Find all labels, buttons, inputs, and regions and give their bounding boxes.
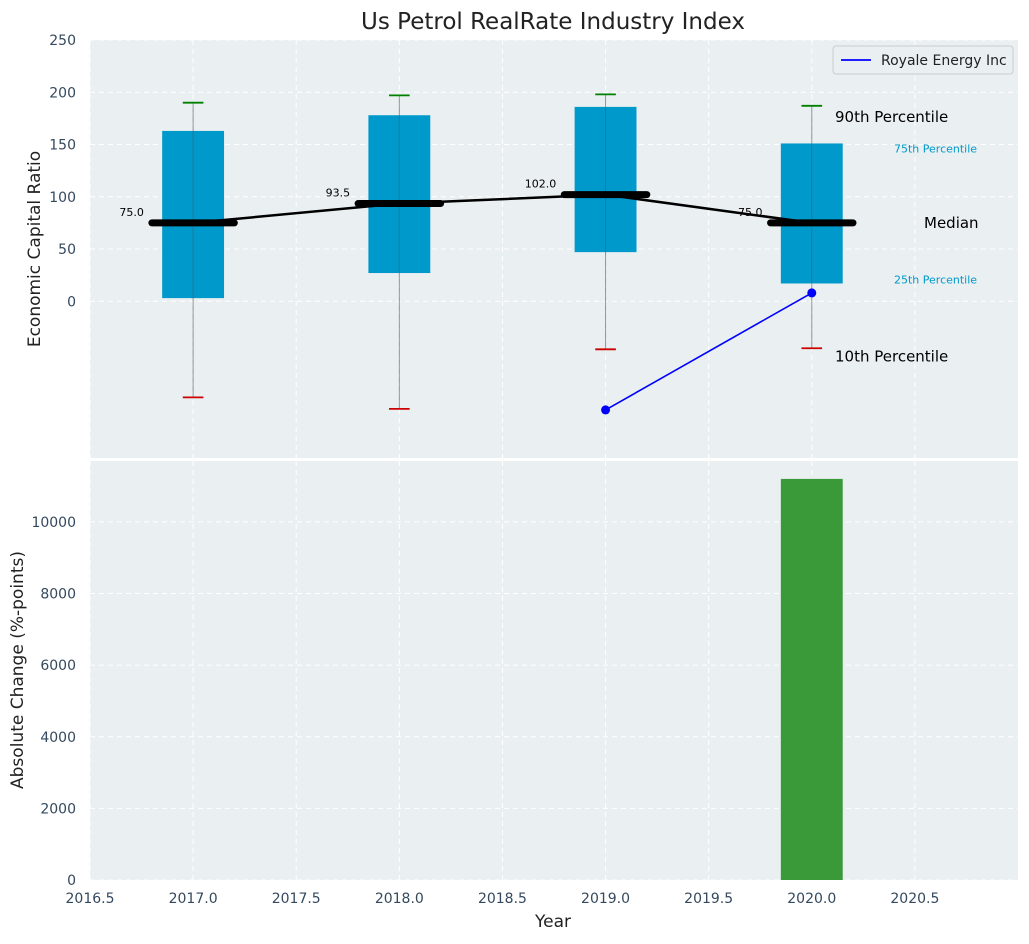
annotation-90th-percentile: 90th Percentile (835, 108, 948, 126)
x-tick-label: 2017.0 (169, 891, 218, 907)
median-value-label: 93.5 (326, 187, 351, 200)
top-y-tick-label: 250 (49, 33, 76, 49)
top-y-tick-label: 200 (49, 85, 76, 101)
x-tick-label: 2019.0 (581, 891, 630, 907)
annotation-25th-percentile: 25th Percentile (894, 273, 977, 286)
x-tick-label: 2020.0 (787, 891, 836, 907)
bar-2020 (780, 478, 843, 880)
bottom-panel: 0 2000 4000 6000 8000 10000 2016.5 2017.0 2017.… (8, 461, 1018, 932)
x-tick-label: 2019.5 (684, 891, 733, 907)
x-axis-label: Year (534, 912, 571, 932)
bottom-y-tick-label: 2000 (40, 801, 76, 817)
bottom-y-tick-label: 4000 (40, 730, 76, 746)
legend-label-royale-energy: Royale Energy Inc (881, 53, 1007, 69)
median-value-label: 102.0 (525, 178, 557, 191)
bottom-y-tick-label: 6000 (40, 658, 76, 674)
x-tick-label: 2018.5 (478, 891, 527, 907)
x-tick-label: 2017.5 (272, 891, 321, 907)
annotation-median: Median (924, 214, 979, 232)
top-y-tick-label: 0 (67, 294, 76, 310)
annotation-10th-percentile: 10th Percentile (835, 347, 948, 365)
x-tick-label: 2016.5 (66, 891, 115, 907)
annotation-75th-percentile: 75th Percentile (894, 142, 977, 155)
bottom-y-tick-label: 10000 (31, 515, 76, 531)
median-value-label: 75.0 (119, 206, 144, 219)
x-tick-label: 2018.0 (375, 891, 424, 907)
series-point-royale-energy (807, 288, 817, 298)
bottom-y-tick-label: 0 (67, 873, 76, 889)
top-y-tick-label: 150 (49, 138, 76, 154)
top-y-tick-label: 50 (58, 242, 76, 258)
top-y-axis-label: Economic Capital Ratio (25, 151, 45, 347)
series-point-royale-energy (601, 405, 611, 415)
top-panel: 0 50 100 150 200 250 75.0 93.5 102.0 75.0 90th P… (25, 33, 1018, 458)
median-value-label: 75.0 (738, 206, 763, 219)
median-trend-line (192, 193, 812, 225)
bottom-y-tick-label: 8000 (40, 587, 76, 603)
chart-title: Us Petrol RealRate Industry Index (361, 9, 745, 35)
legend: Royale Energy Inc (832, 45, 1014, 75)
bottom-y-axis-label: Absolute Change (%-points) (8, 551, 28, 789)
series-line-royale-energy (605, 292, 813, 411)
bottom-plot-area (90, 461, 1018, 880)
top-y-tick-label: 100 (49, 190, 76, 206)
x-tick-label: 2020.5 (890, 891, 939, 907)
